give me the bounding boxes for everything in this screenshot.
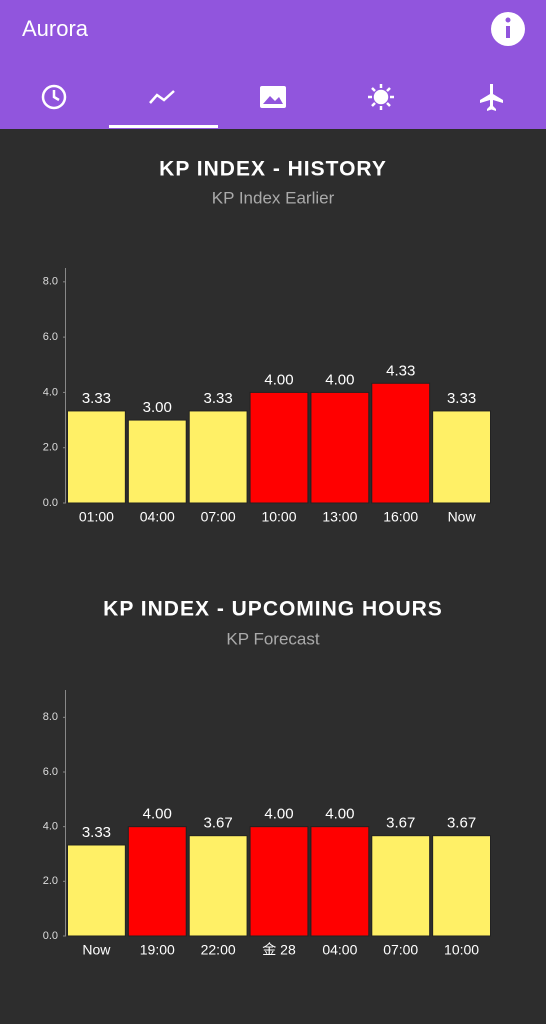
bar [371,382,431,504]
x-tick-label: 22:00 [201,942,236,958]
value-label: 3.33 [82,824,111,841]
y-tick-label: 8.0 [43,711,58,723]
value-label: 3.67 [386,815,415,832]
chart-title: KP INDEX - HISTORY [159,158,387,181]
x-tick-label: 10:00 [444,942,479,958]
bar [188,835,248,937]
x-tick-label: 07:00 [201,509,236,525]
x-tick-label: 16:00 [383,509,418,525]
x-tick-label: Now [448,509,477,525]
bar [310,391,370,504]
y-tick-label: 4.0 [43,821,58,833]
bar [67,410,126,504]
value-label: 4.00 [264,806,293,823]
info-button[interactable] [491,12,525,46]
x-tick-label: 01:00 [79,509,114,525]
value-label: 3.33 [447,390,476,407]
bar [127,419,187,504]
x-tick-label: 04:00 [140,509,175,525]
x-tick-label: 10:00 [261,509,296,525]
y-tick-label: 2.0 [43,875,58,887]
y-tick-label: 6.0 [43,766,58,778]
tab-image[interactable] [260,86,286,108]
bar [432,410,491,504]
value-label: 3.67 [447,815,476,832]
bar [249,826,309,937]
tab-plane[interactable] [480,84,503,111]
x-tick-label: 04:00 [322,942,357,958]
value-label: 3.33 [82,390,111,407]
y-tick-label: 0.0 [43,497,58,509]
chart-subtitle: KP Forecast [226,629,320,648]
x-tick-label: 13:00 [322,509,357,525]
x-tick-label: 19:00 [140,942,175,958]
y-tick-label: 6.0 [43,331,58,343]
tab-clock[interactable] [41,84,67,110]
x-tick-label: 07:00 [383,942,418,958]
bar [310,826,370,937]
value-label: 4.00 [143,806,172,823]
app-title: Aurora [22,16,89,41]
chart-title: KP INDEX - UPCOMING HOURS [103,598,443,621]
bar [188,410,248,504]
bar [127,826,187,937]
bar [67,844,126,937]
y-tick-label: 2.0 [43,442,58,454]
tab-sun[interactable] [368,84,394,110]
tab-chart[interactable] [149,90,175,104]
value-label: 3.33 [204,390,233,407]
tab-indicator [109,125,218,128]
value-label: 3.00 [143,399,172,416]
bar [371,835,431,937]
chart-subtitle: KP Index Earlier [212,188,335,207]
value-label: 4.00 [325,806,354,823]
bar [249,391,309,504]
x-tick-label: 金 28 [262,942,296,958]
x-tick-label: Now [82,942,111,958]
value-label: 3.67 [204,815,233,832]
value-label: 4.00 [325,371,354,388]
y-tick-label: 4.0 [43,386,58,398]
value-label: 4.33 [386,362,415,379]
y-tick-label: 8.0 [43,276,58,288]
bar [432,835,491,937]
value-label: 4.00 [264,371,293,388]
y-tick-label: 0.0 [43,930,58,942]
